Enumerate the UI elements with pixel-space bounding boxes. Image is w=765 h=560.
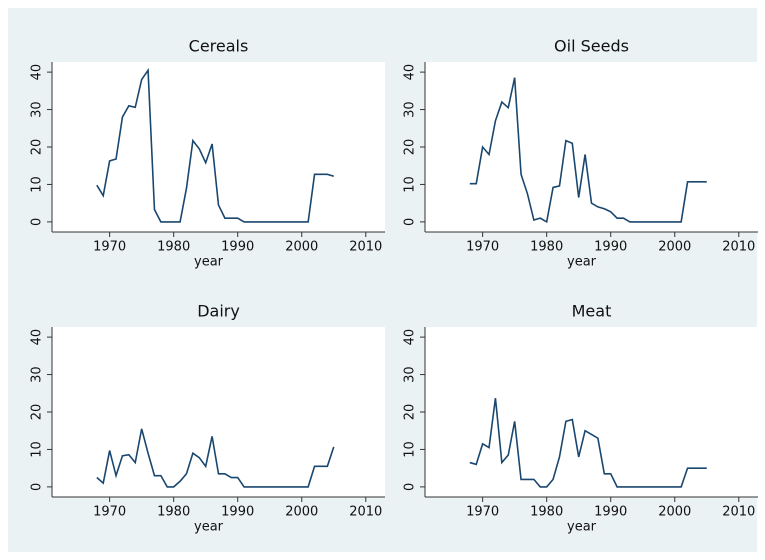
x-tick-label: 2010: [722, 505, 755, 520]
data-line: [96, 428, 335, 488]
x-tick-label: 1970: [93, 240, 126, 255]
x-tick-label: 1990: [594, 505, 627, 520]
y-tick-label: 30: [30, 366, 45, 383]
x-tick-label: 1970: [93, 505, 126, 520]
x-tick-label: 1980: [157, 240, 190, 255]
y-tick-label: 0: [403, 218, 418, 226]
y-tick-label: 10: [30, 441, 45, 458]
y-tick-label: 10: [30, 176, 45, 193]
x-tick-label: 1980: [530, 505, 563, 520]
y-tick-label: 30: [403, 101, 418, 118]
x-tick-label: 2000: [285, 240, 318, 255]
x-tick-label: 1980: [530, 240, 563, 255]
x-axis-label: year: [194, 520, 224, 535]
y-tick-label: 0: [30, 218, 45, 226]
x-tick-label: 2010: [722, 240, 755, 255]
y-tick-label: 40: [30, 64, 45, 81]
x-tick-label: 2000: [285, 505, 318, 520]
x-tick-label: 1990: [221, 240, 254, 255]
panel-title: Oil Seeds: [554, 37, 629, 56]
y-tick-label: 0: [403, 483, 418, 491]
x-tick-label: 1990: [594, 240, 627, 255]
y-tick-label: 30: [403, 366, 418, 383]
x-tick-label: 2010: [349, 505, 382, 520]
y-tick-label: 20: [30, 139, 45, 156]
y-tick-label: 10: [403, 176, 418, 193]
data-line: [96, 67, 334, 223]
x-tick-label: 2000: [658, 505, 691, 520]
y-tick-label: 40: [30, 329, 45, 346]
x-tick-label: 2000: [658, 240, 691, 255]
data-line: [469, 398, 707, 488]
x-axis-label: year: [194, 255, 224, 270]
panel-title: Cereals: [189, 37, 249, 56]
plot-region: [425, 62, 758, 232]
x-axis-label: year: [567, 255, 597, 270]
x-tick-label: 2010: [349, 240, 382, 255]
y-tick-label: 20: [403, 139, 418, 156]
x-tick-label: 1980: [157, 505, 190, 520]
y-tick-label: 40: [403, 329, 418, 346]
y-tick-label: 20: [403, 404, 418, 421]
x-tick-label: 1990: [221, 505, 254, 520]
x-tick-label: 1970: [466, 240, 499, 255]
y-tick-label: 10: [403, 441, 418, 458]
y-tick-label: 20: [30, 404, 45, 421]
y-tick-label: 0: [30, 483, 45, 491]
plot-region: [425, 327, 758, 497]
x-tick-label: 1970: [466, 505, 499, 520]
plot-region: [52, 327, 385, 497]
x-axis-label: year: [567, 520, 597, 535]
panel-title: Meat: [572, 302, 612, 321]
panel-title: Dairy: [197, 302, 240, 321]
y-tick-label: 40: [403, 64, 418, 81]
y-tick-label: 30: [30, 101, 45, 118]
data-line: [469, 77, 707, 224]
